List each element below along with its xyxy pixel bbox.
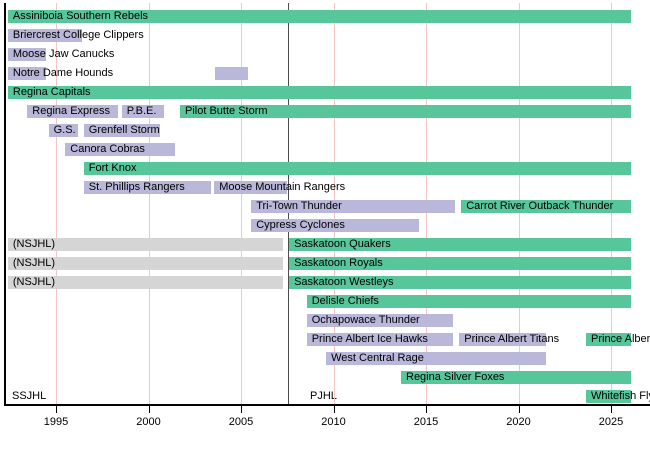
bar-label: Notre Dame Hounds <box>12 67 114 79</box>
axis-tick <box>518 406 520 413</box>
timeline-bar <box>180 105 632 118</box>
bar-label: Regina Capitals <box>12 86 91 98</box>
era-label-pjhl: PJHL <box>310 390 337 402</box>
bar-label: Whitefish Fly <box>591 390 650 402</box>
axis-tick <box>333 406 335 413</box>
bar-label: Pilot Butte Storm <box>185 105 268 117</box>
timeline-bar <box>326 352 547 365</box>
bar-label: Regina Silver Foxes <box>406 371 505 383</box>
bar-label: (NSJHL) <box>12 276 56 288</box>
timeline-bar <box>586 333 632 346</box>
timeline-bar <box>48 124 79 137</box>
bar-label: Assiniboia Southern Rebels <box>12 10 149 22</box>
bar-label: Saskatoon Westleys <box>294 276 394 288</box>
timeline-bar <box>289 257 632 270</box>
timeline-bar <box>7 10 632 23</box>
timeline-bar <box>251 219 420 232</box>
bar-label: Prince Albert Ice Hawks <box>311 333 428 345</box>
timeline-bar <box>83 162 632 175</box>
bar-label: P.B.E. <box>126 105 157 117</box>
axis-tick-label: 2010 <box>321 416 346 428</box>
timeline-bar <box>306 295 632 308</box>
bar-label: (NSJHL) <box>12 257 56 269</box>
bar-label: Grenfell Storm <box>88 124 160 136</box>
axis-tick <box>56 406 57 413</box>
axis-tick-label: 2020 <box>506 416 531 428</box>
bar-label: West Central Rage <box>331 352 424 364</box>
bar-label: Delisle Chiefs <box>311 295 379 307</box>
timeline-bar <box>215 67 249 80</box>
timeline-bar <box>27 105 118 118</box>
timeline-bar <box>251 200 455 213</box>
axis-tick <box>426 406 427 413</box>
timeline-bar <box>83 181 212 194</box>
bar-label: Moose Mountain Rangers <box>219 181 346 193</box>
timeline-bar <box>289 276 632 289</box>
timeline-bar <box>586 390 632 403</box>
bar-label: Briercrest College Clippers <box>12 29 144 41</box>
x-axis-line <box>4 404 650 406</box>
gridline-2000 <box>148 3 150 404</box>
bar-label: G.S. <box>53 124 76 136</box>
bar-label: Regina Express <box>32 105 110 117</box>
timeline-bar <box>214 181 288 194</box>
bar-label: Fort Knox <box>88 162 137 174</box>
timeline-bar <box>7 238 283 251</box>
bar-label: Carrot River Outback Thunder <box>466 200 614 212</box>
timeline-bar <box>7 86 632 99</box>
bar-label: (NSJHL) <box>12 238 56 250</box>
timeline-bar <box>7 257 283 270</box>
bar-label: Moose Jaw Canucks <box>12 48 115 60</box>
axis-tick-label: 2015 <box>413 416 439 428</box>
axis-tick-label: 2025 <box>598 416 624 428</box>
y-axis-line <box>4 3 6 405</box>
timeline-bar <box>65 143 176 156</box>
axis-tick <box>148 406 150 413</box>
bar-label: Prince Albert Titans <box>464 333 560 345</box>
axis-tick-label: 2005 <box>228 416 254 428</box>
gridline-1995 <box>56 3 57 404</box>
axis-tick <box>241 406 242 413</box>
timeline-bar <box>306 314 453 327</box>
timeline-bar <box>7 29 82 42</box>
gridline-2005 <box>241 3 242 404</box>
bar-label: Canora Cobras <box>70 143 145 155</box>
axis-tick-label: 1995 <box>43 416 69 428</box>
timeline-bar <box>289 238 632 251</box>
timeline-bar <box>401 371 632 384</box>
timeline-bar <box>459 333 547 346</box>
bar-label: Prince Albert <box>591 333 650 345</box>
bar-label: Cypress Cyclones <box>256 219 345 231</box>
timeline-bar <box>306 333 453 346</box>
axis-tick <box>611 406 612 413</box>
timeline-bar <box>121 105 165 118</box>
bar-label: Ochapowace Thunder <box>311 314 420 326</box>
bar-label: Saskatoon Quakers <box>294 238 391 250</box>
era-label-ssjhl: SSJHL <box>12 390 47 402</box>
timeline-bar <box>83 124 160 137</box>
bar-label: St. Phillips Rangers <box>88 181 185 193</box>
timeline-bar <box>7 276 283 289</box>
bar-label: Tri-Town Thunder <box>256 200 342 212</box>
bar-label: Saskatoon Royals <box>294 257 383 269</box>
timeline-bar <box>7 67 46 80</box>
timeline-bar <box>7 48 46 61</box>
timeline-bar <box>461 200 632 213</box>
axis-tick-label: 2000 <box>136 416 161 428</box>
